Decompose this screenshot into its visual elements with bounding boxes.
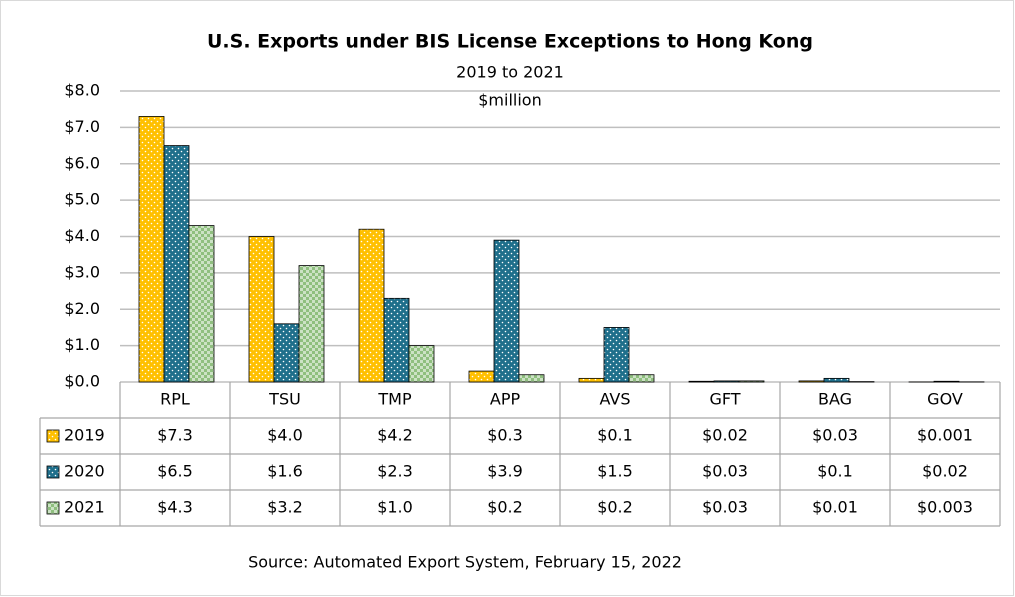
table-value: $3.2 [267, 498, 303, 517]
table-value: $4.0 [267, 426, 303, 445]
bar [248, 236, 275, 383]
bar [163, 145, 190, 383]
legend-label: 2019 [64, 426, 105, 445]
bar [628, 374, 655, 383]
x-tick-label: TSU [268, 390, 301, 409]
x-tick-label: AVS [599, 390, 630, 409]
table-value: $0.2 [487, 498, 523, 517]
table-value: $0.1 [817, 462, 853, 481]
table-value: $0.03 [702, 498, 748, 517]
y-tick-label: $7.0 [64, 117, 100, 136]
y-tick-label: $8.0 [64, 81, 100, 100]
table-value: $0.2 [597, 498, 633, 517]
table-value: $0.02 [922, 462, 968, 481]
table-value: $1.6 [267, 462, 303, 481]
x-tick-label: GOV [927, 390, 963, 409]
table-value: $7.3 [157, 426, 193, 445]
bar [408, 345, 435, 383]
bar [933, 380, 960, 383]
table-value: $4.3 [157, 498, 193, 517]
bar [578, 377, 605, 383]
bar [713, 380, 740, 383]
source-note: Source: Automated Export System, Februar… [248, 553, 682, 572]
table-value: $0.03 [812, 426, 858, 445]
legend-label: 2021 [64, 498, 105, 517]
legend-key [46, 501, 60, 515]
table-value: $1.5 [597, 462, 633, 481]
bar [383, 297, 410, 383]
y-tick-label: $6.0 [64, 153, 100, 172]
table-value: $0.001 [917, 426, 973, 445]
table-value: $1.0 [377, 498, 413, 517]
y-tick-label: $1.0 [64, 335, 100, 354]
y-tick-label: $2.0 [64, 299, 100, 318]
x-tick-label: GFT [709, 390, 740, 409]
bar [738, 380, 765, 383]
y-tick-label: $3.0 [64, 262, 100, 281]
chart-title: U.S. Exports under BIS License Exception… [207, 31, 813, 53]
bar [273, 323, 300, 383]
bar [603, 327, 630, 383]
x-tick-label: RPL [160, 390, 190, 409]
bar [138, 116, 165, 383]
y-tick-label: $4.0 [64, 226, 100, 245]
bar [823, 377, 850, 383]
bar [188, 225, 215, 383]
x-tick-label: APP [490, 390, 521, 409]
chart-subtitle: 2019 to 2021 [456, 63, 564, 82]
legend-key [46, 429, 60, 443]
table-value: $6.5 [157, 462, 193, 481]
table-value: $4.2 [377, 426, 413, 445]
y-tick-label: $5.0 [64, 190, 100, 209]
table-value: $0.01 [812, 498, 858, 517]
table-value: $0.1 [597, 426, 633, 445]
legend-key [46, 465, 60, 479]
table-value: $0.03 [702, 462, 748, 481]
bar [468, 370, 495, 383]
table-value: $3.9 [487, 462, 523, 481]
x-tick-label: BAG [818, 390, 852, 409]
bar [493, 239, 520, 383]
y-tick-label: $0.0 [64, 372, 100, 391]
table-value: $0.02 [702, 426, 748, 445]
table-value: $0.003 [917, 498, 973, 517]
legend-label: 2020 [64, 462, 105, 481]
x-tick-label: TMP [377, 390, 412, 409]
bar [688, 380, 715, 383]
bar [358, 228, 385, 383]
unit-label: $million [478, 91, 541, 110]
bar [518, 374, 545, 383]
bar [298, 265, 325, 383]
table-value: $2.3 [377, 462, 413, 481]
table-value: $0.3 [487, 426, 523, 445]
bar [798, 380, 825, 383]
